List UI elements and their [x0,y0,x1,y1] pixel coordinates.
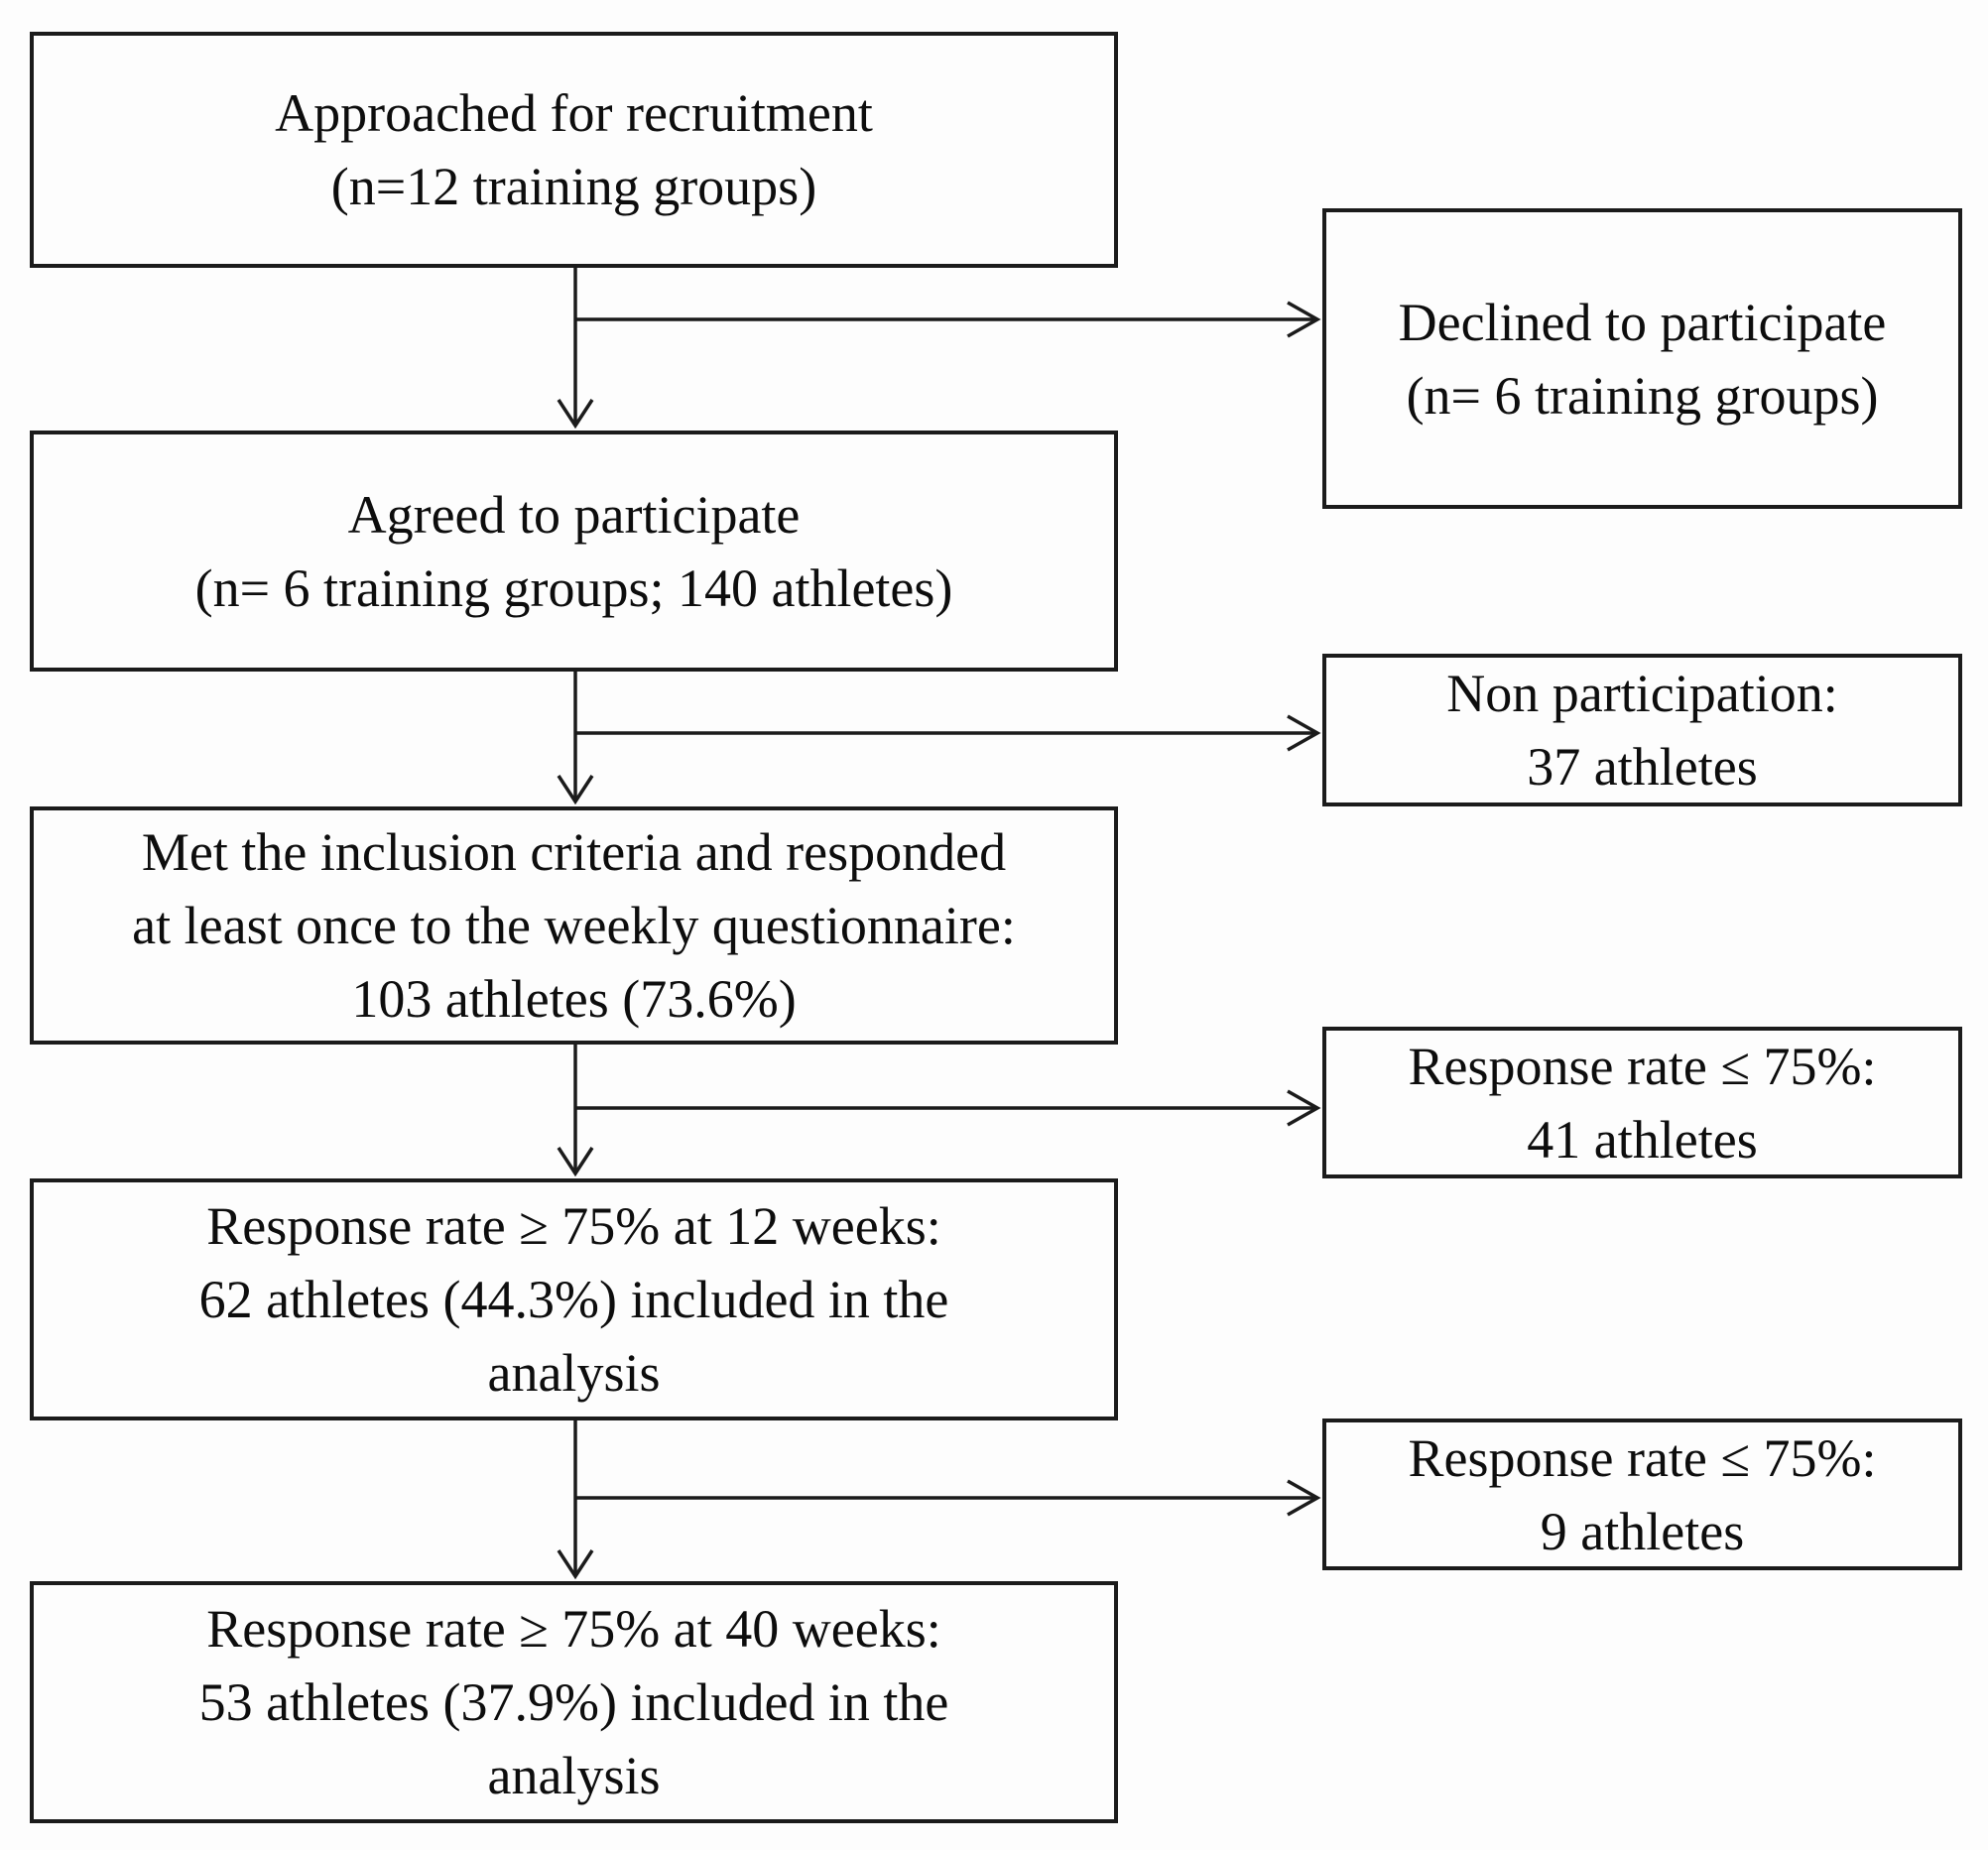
flow-box-analysis-40-weeks: Response rate ≥ 75% at 40 weeks: 53 athl… [30,1581,1118,1823]
arrow-right-to-non-participation [575,714,1321,752]
side-box-declined: Declined to participate (n= 6 training g… [1322,208,1962,509]
arrow-down-to-analysis-40-weeks [557,1420,594,1580]
arrow-right-to-low-response-12 [575,1089,1321,1127]
side-box-declined-text: Declined to participate (n= 6 training g… [1398,292,1887,426]
side-box-non-participation: Non participation: 37 athletes [1322,654,1962,806]
side-box-low-response-40: Response rate ≤ 75%: 9 athletes [1322,1418,1962,1570]
flow-box-analysis-40-weeks-text: Response rate ≥ 75% at 40 weeks: 53 athl… [198,1599,949,1805]
arrow-down-to-analysis-12-weeks [557,1045,594,1177]
flow-box-approached: Approached for recruitment (n=12 trainin… [30,32,1118,268]
flow-box-analysis-12-weeks: Response rate ≥ 75% at 12 weeks: 62 athl… [30,1178,1118,1420]
side-box-low-response-12-text: Response rate ≤ 75%: 41 athletes [1408,1036,1877,1170]
flow-box-approached-text: Approached for recruitment (n=12 trainin… [275,83,873,216]
flow-box-met-criteria: Met the inclusion criteria and responded… [30,806,1118,1045]
arrow-down-to-agreed [557,268,594,430]
side-box-low-response-40-text: Response rate ≤ 75%: 9 athletes [1408,1427,1877,1561]
flow-box-agreed-text: Agreed to participate (n= 6 training gro… [194,484,953,618]
flow-box-met-criteria-text: Met the inclusion criteria and responded… [132,822,1016,1029]
flow-box-analysis-12-weeks-text: Response rate ≥ 75% at 12 weeks: 62 athl… [198,1196,949,1403]
arrow-down-to-met-criteria [557,672,594,805]
arrow-right-to-declined [575,301,1321,338]
flow-box-agreed: Agreed to participate (n= 6 training gro… [30,431,1118,672]
side-box-non-participation-text: Non participation: 37 athletes [1446,664,1838,797]
side-box-low-response-12: Response rate ≤ 75%: 41 athletes [1322,1027,1962,1178]
arrow-right-to-low-response-40 [575,1479,1321,1517]
